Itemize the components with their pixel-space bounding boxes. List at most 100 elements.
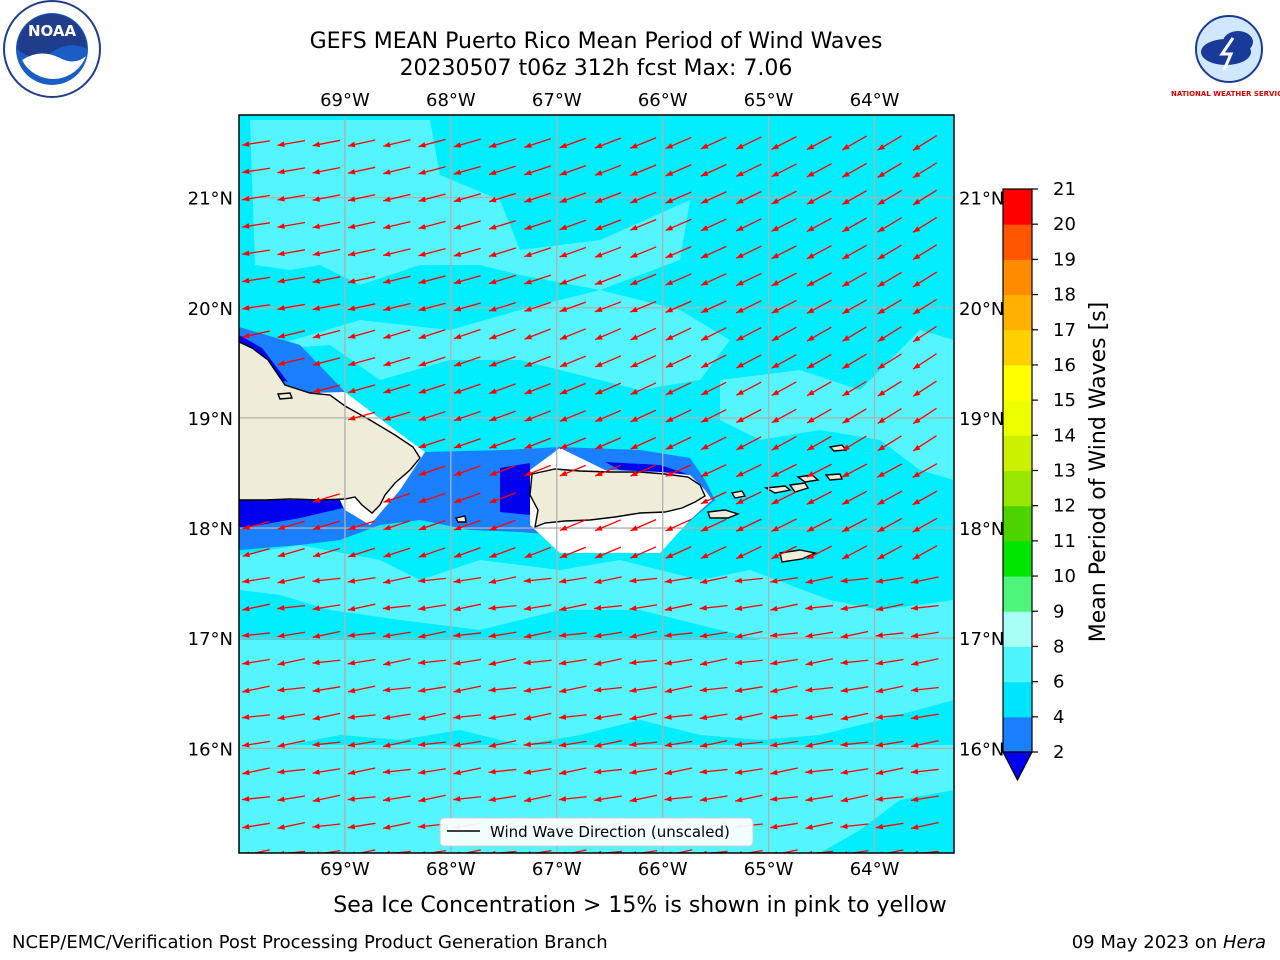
wind-arrow [382, 821, 411, 830]
wind-arrow [806, 135, 832, 151]
wind-arrow [453, 603, 482, 612]
wind-arrow [664, 685, 693, 694]
wind-arrow [629, 273, 657, 286]
wind-arrow [523, 794, 552, 803]
wind-arrow [524, 383, 551, 395]
wind-arrow [877, 244, 902, 260]
wind-arrow [242, 276, 270, 284]
wind-arrow [347, 576, 376, 584]
lon-tick-label: 64°W [850, 859, 900, 880]
colorbar-segment [1003, 400, 1032, 436]
wind-arrow [735, 463, 762, 478]
wind-arrow [912, 189, 938, 206]
wind-arrow [347, 714, 376, 720]
wind-arrow [664, 796, 693, 802]
wind-arrow [347, 356, 376, 366]
wind-arrow [277, 821, 306, 830]
wind-arrow [910, 686, 939, 693]
wind-arrow [770, 740, 798, 748]
lat-tick-label: 18°N [188, 519, 233, 540]
wind-arrow [418, 520, 446, 531]
deep-wave-zone [239, 500, 343, 528]
wind-arrow [382, 740, 411, 748]
wind-arrow [277, 357, 305, 366]
wind-arrow [418, 604, 446, 611]
wind-arrow [630, 546, 657, 559]
wind-arrow [910, 576, 939, 584]
wind-arrow [594, 546, 622, 559]
wind-arrow [699, 740, 728, 748]
wind-arrow [559, 328, 587, 341]
colorbar-tick-label: 13 [1053, 461, 1076, 482]
wind-arrow [770, 796, 798, 802]
wind-arrow [842, 326, 867, 342]
wind-arrow [453, 193, 481, 203]
wind-arrow [524, 410, 551, 422]
wind-arrow [700, 409, 727, 423]
wind-arrow [594, 631, 622, 639]
wind-arrow [700, 436, 727, 451]
wind-arrow [665, 464, 692, 477]
wind-arrow [770, 603, 798, 612]
lon-tick-label: 67°W [532, 859, 582, 880]
wind-arrow [700, 327, 727, 341]
wind-arrow [912, 325, 937, 343]
wind-arrow [489, 383, 516, 395]
wind-arrow [877, 545, 903, 560]
wind-arrow [489, 519, 516, 531]
wind-arrow [877, 408, 902, 424]
colorbar-tick-label: 16 [1053, 355, 1076, 376]
wind-arrow [524, 247, 552, 258]
wind-arrow [629, 712, 658, 721]
wind-arrow [594, 164, 622, 176]
wind-arrow [805, 631, 834, 639]
wind-arrow [418, 768, 446, 775]
wind-arrow [841, 217, 867, 233]
wind-arrow [629, 741, 658, 748]
wind-arrow [418, 630, 446, 639]
wind-arrow [489, 465, 516, 477]
wind-arrow [418, 794, 446, 803]
wind-arrow [665, 409, 692, 423]
wind-arrow [277, 303, 306, 311]
colorbar-segment [1003, 329, 1032, 366]
lat-tick-label: 19°N [959, 409, 1004, 430]
wind-arrow [877, 517, 903, 533]
lon-tick-label: 68°W [426, 859, 476, 880]
wind-arrow [629, 768, 658, 775]
wind-arrow [347, 767, 376, 776]
colorbar-segment [1003, 259, 1032, 296]
wind-arrow [383, 248, 411, 257]
wind-arrow [594, 604, 622, 611]
wind-arrow [347, 303, 376, 312]
wind-arrow [700, 245, 727, 259]
wind-arrow [453, 247, 481, 257]
wind-arrow [277, 658, 306, 666]
anegada [824, 473, 844, 481]
wind-arrow [242, 632, 270, 638]
wind-arrow [594, 191, 622, 204]
wind-arrow [912, 271, 938, 288]
colorbar-segment [1003, 294, 1032, 331]
wind-arrow [664, 740, 693, 748]
wind-arrow [453, 275, 481, 285]
wind-arrow [699, 576, 728, 584]
wind-arrow [383, 329, 411, 339]
wind-arrow [242, 548, 270, 558]
wind-arrow [629, 686, 658, 693]
wind-arrow [665, 164, 692, 177]
wind-arrow [665, 300, 692, 313]
wind-arrow [523, 630, 552, 639]
deep-wave-zone [500, 463, 530, 515]
wind-arrow [453, 632, 482, 638]
wind-arrow [771, 299, 797, 314]
wind-arrow [699, 713, 728, 721]
wind-arrow [840, 768, 869, 775]
wind-arrow [277, 547, 305, 558]
wind-arrow [629, 246, 657, 259]
wind-arrow [277, 713, 306, 721]
wind-arrow [735, 136, 762, 150]
wind-arrow [734, 686, 763, 693]
wind-arrow [312, 712, 341, 721]
wind-arrow [841, 463, 868, 478]
